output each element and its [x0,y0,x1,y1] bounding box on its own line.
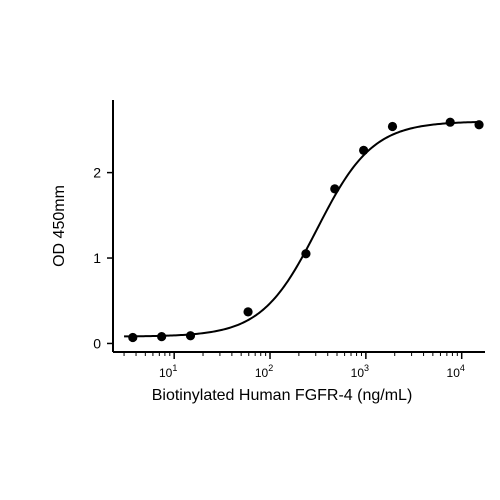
data-point [474,120,484,130]
y-tick-label: 1 [93,250,101,266]
fit-curve [124,120,480,338]
data-point [185,331,196,341]
data-point [359,145,369,155]
axes: 0 1 2 101 102 103 104 [93,100,485,380]
x-tick-label: 103 [351,363,369,380]
data-point [128,332,138,343]
x-tick-label: 102 [255,363,273,380]
y-tick-label: 0 [93,335,101,351]
data-point [157,332,167,342]
data-point [387,121,398,132]
data-point [301,249,311,259]
y-tick-label: 2 [93,165,101,181]
data-point [330,184,340,194]
data-point [445,117,455,127]
x-tick-label: 104 [447,363,465,380]
data-point [243,307,253,317]
x-axis-label: Biotinylated Human FGFR-4 (ng/mL) [152,387,413,404]
data-points [128,117,484,343]
x-tick-label: 101 [159,363,177,380]
y-axis-label: OD 450mm [51,185,68,267]
